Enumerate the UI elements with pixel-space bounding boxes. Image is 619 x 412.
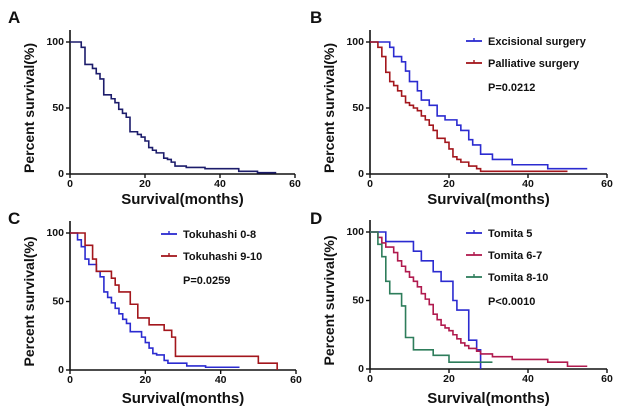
x-tick-label: 40	[214, 178, 226, 190]
survival-curve-tomita-6-7	[370, 231, 588, 368]
y-axis-label: Percent survival(%)	[21, 43, 37, 173]
x-tick-label: 0	[367, 178, 373, 190]
survival-curve-excisional-surgery	[370, 41, 588, 170]
x-axis-label: Survival(months)	[427, 191, 550, 208]
panel-d: D 0 20 40 60 0 50 100 Survival(months) Percent su…	[310, 209, 613, 407]
x-tick-label: 0	[67, 374, 73, 386]
y-tick-label: 100	[46, 36, 64, 48]
x-axis-label: Survival(months)	[427, 390, 550, 407]
x-axis-label: Survival(months)	[122, 390, 245, 407]
survival-curve-tokuhashi-9-10	[70, 232, 278, 370]
y-tick-label: 0	[58, 168, 64, 180]
x-tick-label: 40	[215, 374, 227, 386]
x-tick-label: 40	[522, 178, 534, 190]
x-tick-label: 0	[367, 373, 373, 385]
legend-label: Tokuhashi 9-10	[183, 251, 262, 263]
legend-label: Tokuhashi 0-8	[183, 229, 256, 241]
panel-c: C 0 20 40 60 0 50 100 Survival(months) Percent su…	[8, 209, 302, 407]
survival-curve-tomita-8-10	[370, 231, 493, 363]
x-tick-label: 60	[290, 374, 302, 386]
y-tick-label: 0	[358, 363, 364, 375]
y-axis-label: Percent survival(%)	[321, 43, 337, 173]
p-value: P=0.0259	[183, 275, 230, 287]
x-tick-label: 60	[289, 178, 301, 190]
y-axis-label: Percent survival(%)	[321, 236, 337, 366]
y-tick-label: 100	[46, 227, 64, 239]
survival-curve-tomita-5	[370, 231, 482, 369]
x-tick-label: 60	[601, 178, 613, 190]
y-tick-label: 100	[346, 226, 364, 238]
panel-label: D	[310, 209, 322, 228]
x-tick-label: 20	[443, 178, 455, 190]
y-axis-label: Percent survival(%)	[21, 237, 37, 367]
y-tick-label: 0	[358, 168, 364, 180]
y-tick-label: 50	[52, 296, 64, 308]
p-value: P<0.0010	[488, 296, 535, 308]
panel-label: B	[310, 8, 322, 27]
x-tick-label: 60	[601, 373, 613, 385]
legend-label: Tomita 8-10	[488, 272, 548, 284]
survival-curve	[70, 41, 277, 174]
panel-label: A	[8, 8, 20, 27]
y-tick-label: 0	[58, 364, 64, 376]
legend-label: Excisional surgery	[488, 36, 587, 48]
x-tick-label: 40	[522, 373, 534, 385]
legend-label: Palliative surgery	[488, 58, 580, 70]
p-value: P=0.0212	[488, 82, 535, 94]
survival-curve-tokuhashi-0-8	[70, 232, 240, 369]
survival-curve-palliative-surgery	[370, 41, 568, 173]
y-tick-label: 50	[352, 102, 364, 114]
x-tick-label: 20	[443, 373, 455, 385]
y-tick-label: 100	[346, 36, 364, 48]
y-tick-label: 50	[352, 295, 364, 307]
panel-a: A 0 20 40 60 0 50 100 Survival(months) Percent su…	[8, 8, 301, 208]
x-tick-label: 0	[67, 178, 73, 190]
x-tick-label: 20	[139, 374, 151, 386]
x-axis-label: Survival(months)	[121, 191, 244, 208]
panel-b: B 0 20 40 60 0 50 100 Survival(months) Percent su…	[310, 8, 613, 208]
panel-label: C	[8, 209, 20, 228]
x-tick-label: 20	[139, 178, 151, 190]
legend-label: Tomita 5	[488, 228, 532, 240]
y-tick-label: 50	[52, 102, 64, 114]
legend-label: Tomita 6-7	[488, 250, 542, 262]
